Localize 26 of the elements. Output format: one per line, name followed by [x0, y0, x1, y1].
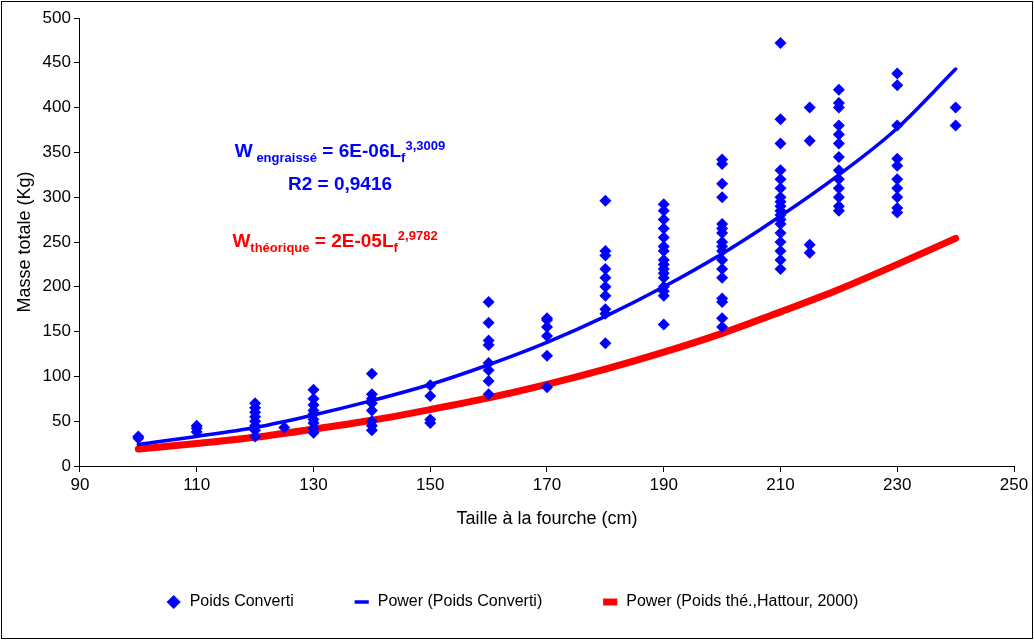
legend-label: Power (Poids thé.,Hattour, 2000)	[626, 592, 859, 610]
y-tick-label: 450	[42, 52, 71, 72]
y-tick-label: 350	[42, 142, 71, 162]
y-tick-label: 250	[42, 231, 71, 251]
x-axis-title: Taille à la fourche (cm)	[456, 508, 638, 529]
y-tick-label: 200	[42, 276, 71, 296]
y-tick-label: 500	[42, 7, 71, 27]
legend-label: Poids Converti	[189, 592, 294, 610]
x-tick-label: 210	[766, 474, 795, 494]
y-tick-label: 0	[61, 455, 71, 475]
x-tick-label: 150	[416, 474, 445, 494]
x-tick-label: 170	[532, 474, 562, 494]
y-tick-label: 100	[42, 366, 71, 386]
x-tick-label: 90	[70, 474, 90, 494]
y-tick-label: 300	[42, 186, 71, 206]
y-tick-label: 150	[42, 321, 71, 341]
y-axis-title: Masse totale (Kg)	[13, 171, 34, 313]
legend-label: Power (Poids Converti)	[377, 592, 543, 610]
y-tick-label: 50	[52, 410, 71, 430]
x-tick-label: 110	[183, 474, 211, 494]
annotation: R2 = 0,9416	[287, 173, 393, 195]
y-tick-label: 400	[42, 97, 71, 117]
x-tick-label: 130	[299, 474, 328, 494]
x-tick-label: 190	[649, 474, 678, 494]
x-tick-label: 230	[883, 474, 912, 494]
x-tick-label: 250	[999, 474, 1029, 494]
